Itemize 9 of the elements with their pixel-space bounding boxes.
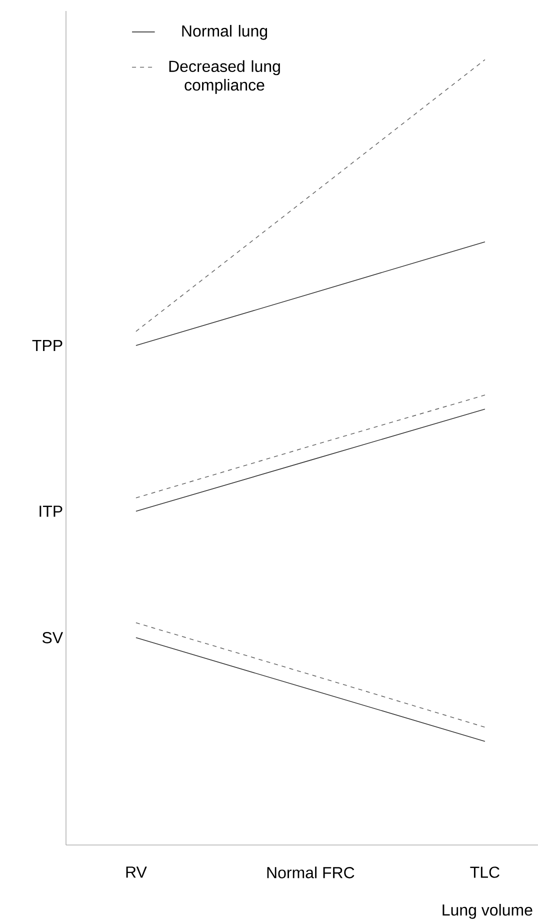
text: ITP (40, 506, 62, 517)
legend-label: Normal lung (182, 24, 268, 40)
x-tick-label: Normal FRC (267, 866, 354, 878)
x-tick-label: TLC (470, 866, 500, 878)
x-axis-title: Lung volume (442, 904, 532, 919)
text: SV (42, 632, 63, 644)
legend-label: Decreased lung compliance (169, 60, 280, 94)
x-tick-label: RV (126, 866, 147, 878)
text: TPP (32, 340, 62, 352)
